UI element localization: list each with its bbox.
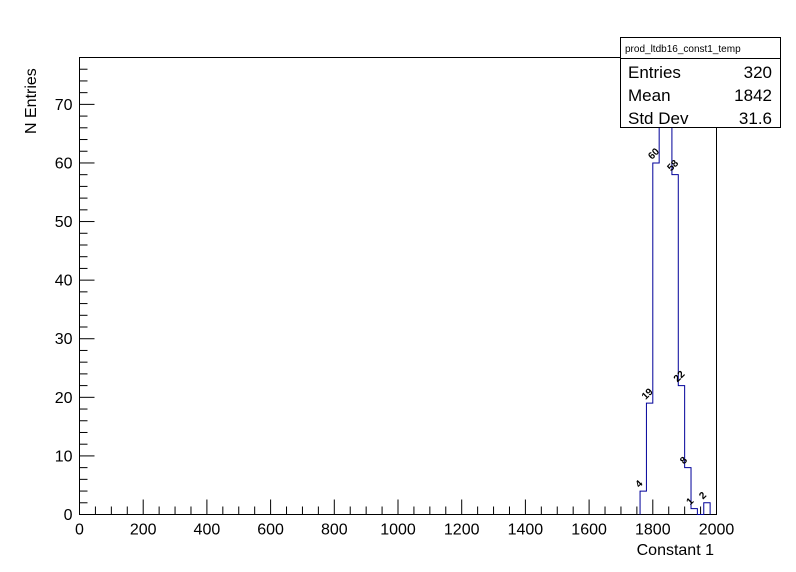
x-tick-label: 800 [321,522,348,539]
bin-label: 60 [646,146,662,162]
x-axis-tick-labels: 0 200 400 600 800 1000 1200 1400 1600 1800 2000 [75,522,734,539]
stats-box-title: prod_ltdb16_const1_temp [625,44,741,55]
y-tick-label: 10 [55,448,73,465]
x-tick-label: 1600 [571,522,607,539]
stats-box-frame [620,37,781,128]
y-axis-ticks [79,57,95,515]
x-tick-label: 1800 [635,522,671,539]
x-tick-label: 1000 [380,522,416,539]
y-tick-label: 70 [55,97,73,114]
y-tick-label: 60 [55,155,73,172]
stats-box: prod_ltdb16_const1_temp Entries 320 Mean… [620,37,781,128]
stats-entries-label: Entries [628,63,681,82]
y-tick-label: 20 [55,390,73,407]
stats-mean-value: 1842 [734,86,772,105]
y-axis-title: N Entries [23,68,40,134]
bin-label: 58 [665,158,681,174]
stats-mean-label: Mean [628,86,671,105]
x-tick-label: 2000 [699,522,735,539]
x-tick-label: 1200 [444,522,480,539]
x-tick-label: 400 [194,522,221,539]
x-tick-label: 200 [130,522,157,539]
histogram-line [639,57,711,515]
stats-entries-value: 320 [744,63,772,82]
stats-stddev-value: 31.6 [739,109,772,128]
x-tick-label: 1400 [508,522,544,539]
x-tick-label: 0 [75,522,84,539]
x-axis-ticks [79,499,717,515]
y-tick-label: 40 [55,273,73,290]
bin-label: 19 [640,386,656,402]
bin-label: 4 [634,478,646,490]
stats-stddev-label: Std Dev [628,109,689,128]
x-axis-title: Constant 1 [637,542,714,559]
y-axis-tick-labels: 0 10 20 30 40 50 60 70 [55,97,73,524]
y-tick-label: 30 [55,331,73,348]
y-tick-label: 50 [55,214,73,231]
bin-label: 2 [697,490,709,502]
x-tick-label: 600 [257,522,284,539]
y-tick-label: 0 [64,507,73,524]
bin-label: 22 [672,369,688,385]
